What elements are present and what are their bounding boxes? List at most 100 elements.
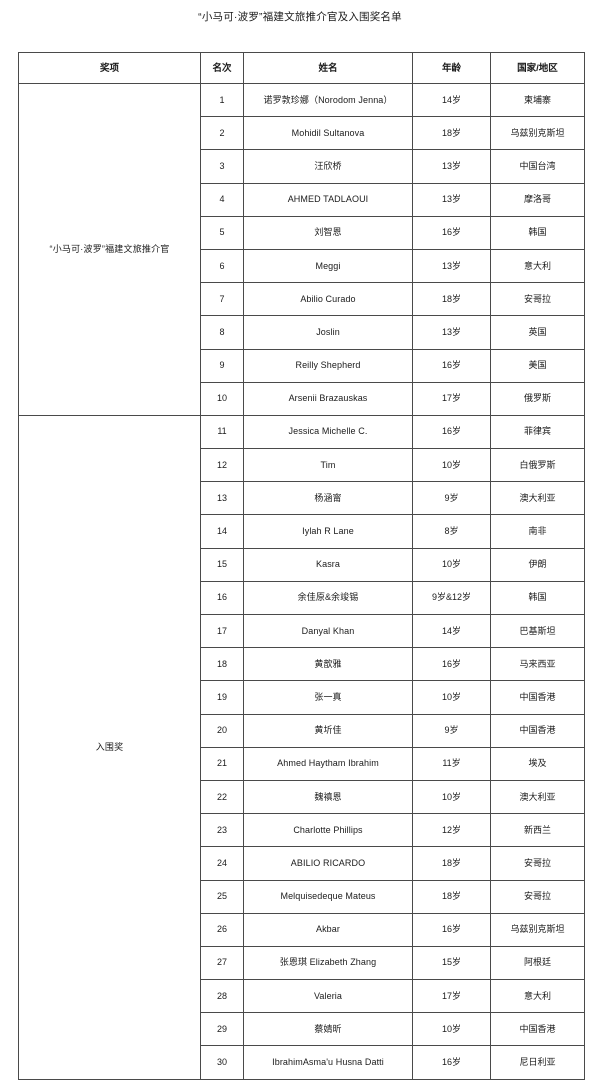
rank-cell: 27 <box>200 945 244 981</box>
country-cell: 南非 <box>490 514 585 549</box>
name-cell: ABILIO RICARDO <box>243 846 413 881</box>
name-cell: 杨涵甯 <box>243 481 413 516</box>
table-row: 19 张一真 10岁 中国香港 <box>19 680 585 715</box>
rank-cell: 14 <box>200 514 244 549</box>
award-category-cell: “小马可·波罗”福建文旅推介官 <box>18 83 201 416</box>
table-row: 24 ABILIO RICARDO 18岁 安哥拉 <box>19 846 585 881</box>
country-cell: 安哥拉 <box>490 879 585 914</box>
rank-cell: 25 <box>200 879 244 914</box>
country-cell: 安哥拉 <box>490 282 585 317</box>
name-cell: Abilio Curado <box>243 282 413 317</box>
age-cell: 10岁 <box>412 1012 491 1047</box>
age-cell: 18岁 <box>412 879 491 914</box>
rank-cell: 5 <box>200 215 244 250</box>
country-cell: 美国 <box>490 348 585 383</box>
table-body: “小马可·波罗”福建文旅推介官 1 诺罗敦珍娜（Norodom Jenna） 14岁柬… <box>18 82 585 1080</box>
table-row: 入围奖 11 Jessica Michelle C. 16岁 菲律宾 <box>18 414 585 1080</box>
country-cell: 意大利 <box>490 979 585 1014</box>
name-cell: Arsenii Brazauskas <box>243 381 413 416</box>
rank-cell: 11 <box>200 414 244 450</box>
table-row: 6 Meggi 13岁 意大利 <box>19 248 585 284</box>
table-row: 17 Danyal Khan 14岁 巴基斯坦 <box>19 613 585 649</box>
table-row: 2 Mohidil Sultanova 18岁 乌兹别克斯坦 <box>19 116 585 151</box>
country-cell: 菲律宾 <box>490 414 585 450</box>
country-cell: 韩国 <box>490 215 585 250</box>
award-table-container: 奖项 名次 姓名 年龄 国家/地区 “小马可·波罗”福建文旅推介官 1 诺罗敦珍娜（… <box>18 52 585 1080</box>
name-cell: Melquisedeque Mateus <box>243 879 413 914</box>
age-cell: 16岁 <box>412 348 491 383</box>
age-cell: 17岁 <box>412 381 491 416</box>
name-cell: Reilly Shepherd <box>243 348 413 383</box>
age-cell: 13岁 <box>412 149 491 184</box>
rank-cell: 16 <box>200 580 244 616</box>
age-cell: 10岁 <box>412 547 491 582</box>
column-header-age: 年龄 <box>412 52 491 84</box>
name-cell: IbrahimAsma'u Husna Datti <box>243 1045 413 1080</box>
table-row: 23 Charlotte Phillips 12岁 新西兰 <box>19 813 585 848</box>
table-row: 16 余佳原&余竣锡 9岁&12岁 韩国 <box>19 580 585 616</box>
rank-cell: 10 <box>200 381 244 416</box>
age-cell: 16岁 <box>412 647 491 682</box>
name-cell: AHMED TADLAOUI <box>243 182 413 217</box>
table-row: 20 黄圻佳 9岁 中国香港 <box>19 713 585 748</box>
name-cell: 黄歆雅 <box>243 647 413 682</box>
name-cell: 张一真 <box>243 680 413 715</box>
name-cell: 黄圻佳 <box>243 713 413 748</box>
age-cell: 14岁 <box>412 82 491 118</box>
country-cell: 澳大利亚 <box>490 779 585 815</box>
age-cell: 9岁&12岁 <box>412 580 491 616</box>
name-cell: 余佳原&余竣锡 <box>243 580 413 616</box>
rank-cell: 28 <box>200 979 244 1014</box>
table-row: 25 Melquisedeque Mateus 18岁 安哥拉 <box>19 879 585 914</box>
rank-cell: 17 <box>200 613 244 649</box>
column-header-country: 国家/地区 <box>490 52 585 84</box>
name-cell: Akbar <box>243 912 413 947</box>
rank-cell: 21 <box>200 746 244 781</box>
rank-cell: 4 <box>200 182 244 217</box>
age-cell: 9岁 <box>412 713 491 748</box>
name-cell: Danyal Khan <box>243 613 413 649</box>
country-cell: 白俄罗斯 <box>490 448 585 483</box>
table-row: 12 Tim 10岁 白俄罗斯 <box>19 448 585 483</box>
country-cell: 伊朗 <box>490 547 585 582</box>
table-row: 8 Joslin 13岁 英国 <box>19 315 585 350</box>
award-category-cell: 入围奖 <box>18 414 201 1080</box>
name-cell: Iylah R Lane <box>243 514 413 549</box>
age-cell: 10岁 <box>412 680 491 715</box>
rank-cell: 29 <box>200 1012 244 1047</box>
rank-cell: 8 <box>200 315 244 350</box>
age-cell: 17岁 <box>412 979 491 1014</box>
table-row: 5 刘智恩 16岁 韩国 <box>19 215 585 250</box>
table-row: 15 Kasra 10岁 伊朗 <box>19 547 585 582</box>
name-cell: Ahmed Haytham Ibrahim <box>243 746 413 781</box>
country-cell: 柬埔寨 <box>490 82 585 118</box>
age-cell: 16岁 <box>412 215 491 250</box>
age-cell: 13岁 <box>412 248 491 284</box>
age-cell: 12岁 <box>412 813 491 848</box>
country-cell: 安哥拉 <box>490 846 585 881</box>
age-cell: 18岁 <box>412 116 491 151</box>
country-cell: 新西兰 <box>490 813 585 848</box>
name-cell: 魏禛恩 <box>243 779 413 815</box>
name-cell: Jessica Michelle C. <box>243 414 413 450</box>
rank-cell: 15 <box>200 547 244 582</box>
rank-cell: 13 <box>200 481 244 516</box>
name-cell: 蔡婧昕 <box>243 1012 413 1047</box>
age-cell: 18岁 <box>412 282 491 317</box>
name-cell: Joslin <box>243 315 413 350</box>
name-cell: Meggi <box>243 248 413 284</box>
rank-cell: 22 <box>200 779 244 815</box>
rank-cell: 6 <box>200 248 244 284</box>
country-cell: 中国香港 <box>490 713 585 748</box>
age-cell: 8岁 <box>412 514 491 549</box>
name-cell: 刘智恩 <box>243 215 413 250</box>
name-cell: Mohidil Sultanova <box>243 116 413 151</box>
country-cell: 摩洛哥 <box>490 182 585 217</box>
page-title: “小马可·波罗”福建文旅推介官及入围奖名单 <box>198 11 402 23</box>
table-row: 10 Arsenii Brazauskas 17岁 俄罗斯 <box>19 381 585 416</box>
country-cell: 中国香港 <box>490 680 585 715</box>
table-row: 22 魏禛恩 10岁 澳大利亚 <box>19 779 585 815</box>
country-cell: 英国 <box>490 315 585 350</box>
age-cell: 13岁 <box>412 182 491 217</box>
name-cell: Kasra <box>243 547 413 582</box>
